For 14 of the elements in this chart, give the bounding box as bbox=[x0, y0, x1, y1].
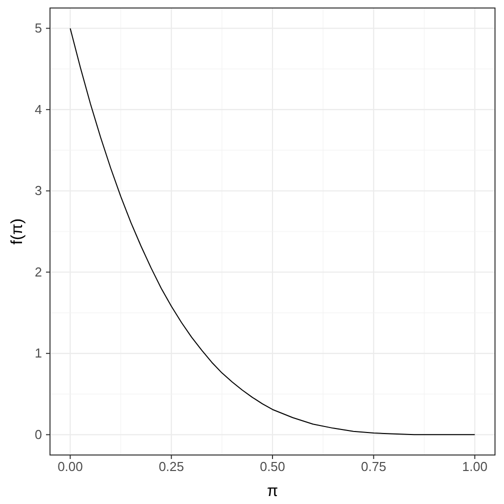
x-tick-label: 0.25 bbox=[158, 459, 184, 474]
y-tick-label: 4 bbox=[34, 102, 42, 117]
y-tick-label: 2 bbox=[34, 264, 42, 280]
x-tick-label: 0.00 bbox=[58, 459, 83, 474]
x-tick-label: 1.00 bbox=[462, 459, 488, 474]
y-axis-title: f(π) bbox=[9, 218, 26, 245]
y-tick-label: 1 bbox=[34, 346, 42, 361]
y-tick-label: 5 bbox=[34, 20, 42, 36]
line-series bbox=[70, 28, 476, 436]
x-tick-label: 0.50 bbox=[260, 459, 286, 474]
x-tick-label: 0.75 bbox=[360, 459, 386, 474]
y-tick-label: 3 bbox=[34, 183, 42, 198]
x-axis-title: π bbox=[266, 483, 278, 500]
y-tick-label: 0 bbox=[34, 426, 42, 442]
